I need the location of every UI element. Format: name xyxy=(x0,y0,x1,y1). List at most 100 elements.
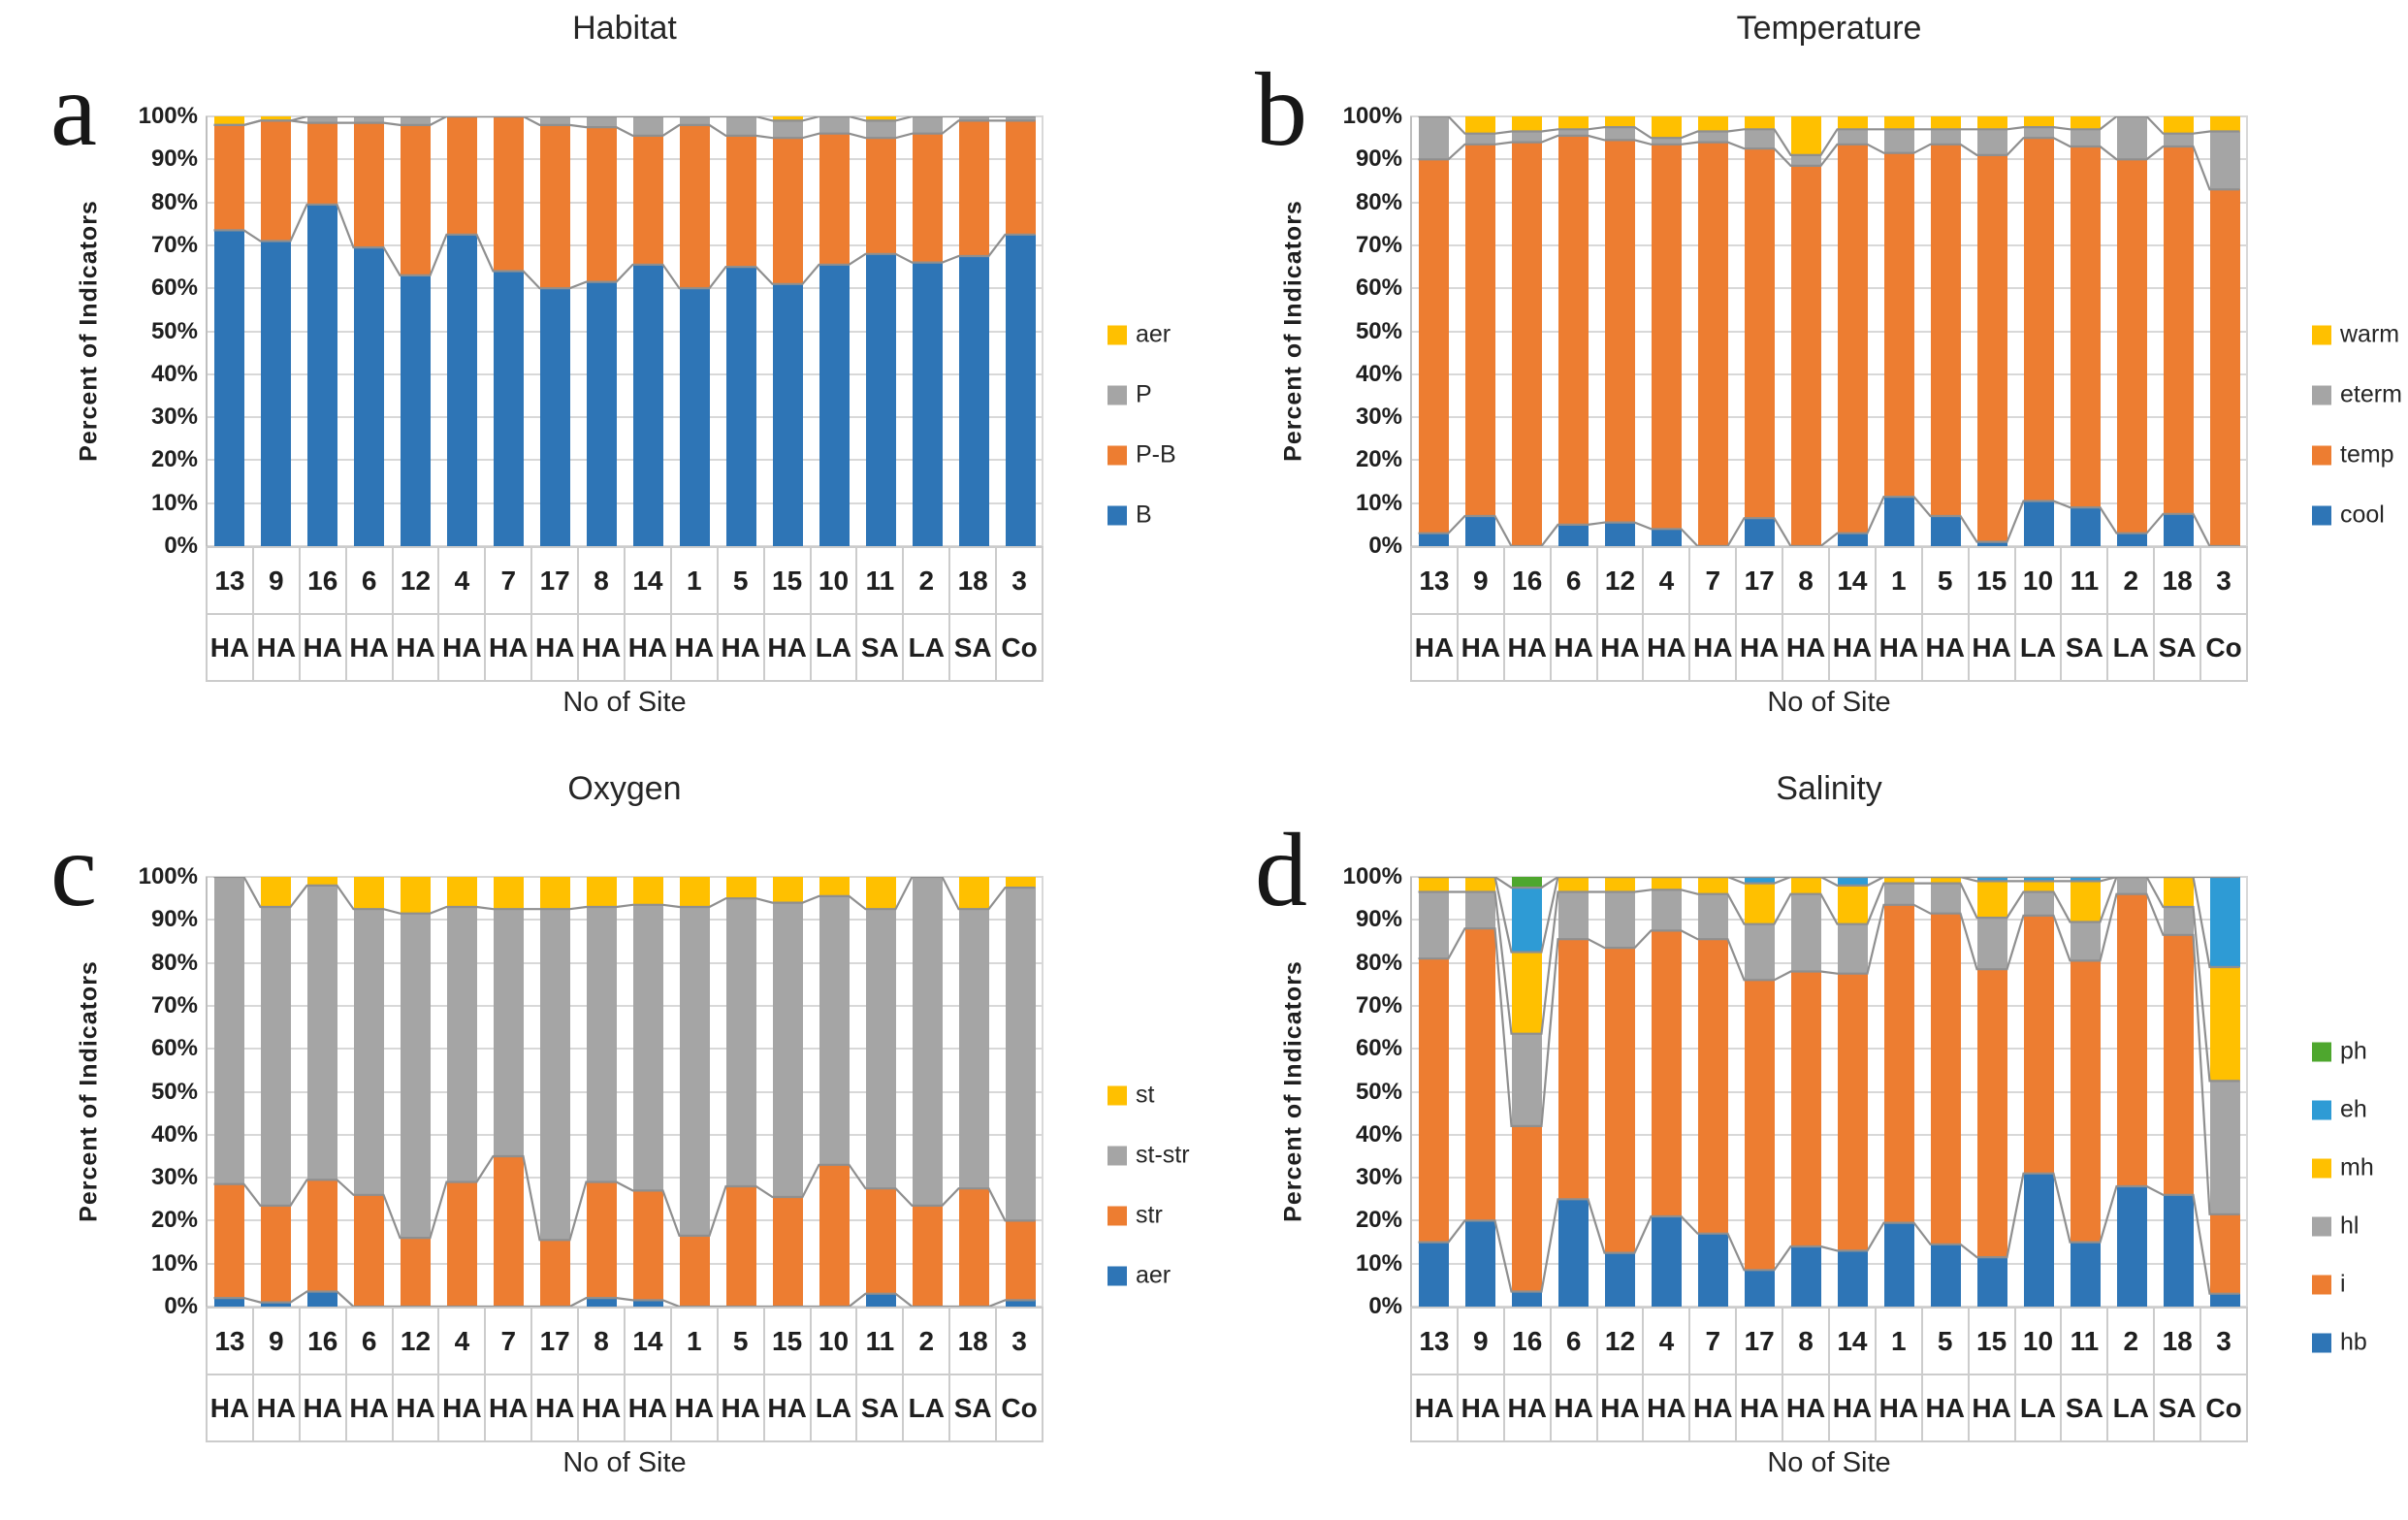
site-number-cell: 7 xyxy=(486,548,533,615)
bar-segment-P xyxy=(400,116,431,125)
chart-title: Oxygen xyxy=(567,770,682,807)
bar-segment-hb xyxy=(1651,1215,1682,1307)
site-type-cell: HA xyxy=(346,1375,394,1442)
bar-segment-warm xyxy=(1651,116,1682,139)
bar-segment-str xyxy=(865,1188,896,1294)
y-tick-label: 0% xyxy=(164,533,198,559)
site-type-cell: HA xyxy=(253,615,301,682)
bar-segment-aer xyxy=(865,116,896,121)
site-number-cell: 14 xyxy=(1830,1309,1877,1375)
bar-segment-temp xyxy=(1557,135,1589,525)
y-tick-label: 0% xyxy=(1368,1293,1402,1319)
legend-label: eterm xyxy=(2340,380,2402,408)
bar-segment-st-str xyxy=(772,902,803,1198)
bar-segment-hb xyxy=(1976,1257,2007,1307)
bar-segment-st xyxy=(1005,877,1036,889)
bar-segment-aer xyxy=(213,1298,244,1307)
bar-segment-mh xyxy=(1837,885,1868,924)
site-number-cell: 11 xyxy=(2062,548,2109,615)
legend-swatch-warm xyxy=(2312,325,2331,344)
legend-label: aer xyxy=(1136,320,1172,348)
bar-segment-str xyxy=(539,1240,570,1307)
site-type-cell: LA xyxy=(811,1375,858,1442)
legend-entry-cool: cool xyxy=(2312,501,2385,530)
plot-area xyxy=(1410,876,2248,1308)
site-number-cell: 13 xyxy=(1412,548,1459,615)
bar-segment-eterm xyxy=(1557,129,1589,136)
panel-a-habitat: a Habitat Percent of Indicators 13 9 16 6 12… xyxy=(0,0,1204,760)
site-number-cell: 2 xyxy=(904,548,951,615)
bar-segment-eterm xyxy=(1464,133,1495,145)
site-type-cell: HA xyxy=(439,1375,487,1442)
gridline xyxy=(1410,330,2248,333)
y-tick-label: 10% xyxy=(1355,1249,1402,1277)
legend-swatch-st xyxy=(1108,1085,1127,1105)
bar-segment-eh xyxy=(1744,877,1775,884)
legend-entry-B: B xyxy=(1108,501,1152,530)
bar-segment-str xyxy=(679,1235,710,1307)
site-number-cell: 11 xyxy=(857,548,905,615)
legend-label: eh xyxy=(2340,1095,2367,1123)
site-number-cell: 1 xyxy=(1876,1309,1923,1375)
y-tick-label: 100% xyxy=(138,863,198,889)
bar-segment-P xyxy=(632,116,663,136)
legend-entry-st: st xyxy=(1108,1082,1154,1110)
bar-segment-warm xyxy=(2209,116,2240,132)
bar-segment-st-str xyxy=(260,907,291,1206)
bar-segment-P-B xyxy=(958,120,989,256)
site-type-cell: HA xyxy=(208,615,254,682)
bar-segment-mh xyxy=(1744,883,1775,924)
site-number-cell: 6 xyxy=(346,1309,394,1375)
bar-segment-hl xyxy=(1418,891,1449,959)
axis-line xyxy=(2246,116,2248,546)
bar-segment-hl xyxy=(1697,893,1728,940)
plot-area xyxy=(206,876,1043,1308)
site-number-cell: 6 xyxy=(1551,1309,1598,1375)
bar-segment-i xyxy=(1790,971,1821,1246)
bar-segment-mh xyxy=(2209,967,2240,1082)
site-number-cell: 3 xyxy=(2201,548,2248,615)
y-tick-label: 0% xyxy=(1368,533,1402,559)
bar-segment-P-B xyxy=(260,120,291,242)
site-type-cell: HA xyxy=(1458,615,1505,682)
legend-swatch-aer xyxy=(1108,325,1127,344)
site-number-cell: 18 xyxy=(2155,1309,2202,1375)
x-axis-table: 13 9 16 6 12 4 7 17 8 14 1 5 15 10 11 2 18 3 HA HA HA HA HA HA H… xyxy=(1410,546,2248,682)
bar-segment-B xyxy=(1005,234,1036,546)
y-tick-label: 10% xyxy=(1355,489,1402,516)
gridline xyxy=(206,1262,1043,1265)
legend-entry-aer: aer xyxy=(1108,1262,1171,1290)
bar-segment-P-B xyxy=(725,135,756,268)
bar-segment-hb xyxy=(1790,1245,1821,1307)
site-type-cell: HA xyxy=(626,615,672,682)
legend-entry-ph: ph xyxy=(2312,1038,2367,1066)
bar-segment-eterm xyxy=(1744,129,1775,149)
x-axis-title: No of Site xyxy=(562,1447,687,1478)
site-type-cell: HA xyxy=(486,1375,533,1442)
site-number-cell: 14 xyxy=(626,1309,672,1375)
panel-letter: b xyxy=(1255,52,1307,168)
bar-segment-P-B xyxy=(539,124,570,289)
axis-line xyxy=(1410,877,1412,1307)
bar-segment-str xyxy=(260,1205,291,1303)
site-type-cell: HA xyxy=(1969,615,2016,682)
bar-segment-hl xyxy=(1837,923,1868,974)
legend-entry-st-str: st-str xyxy=(1108,1142,1190,1170)
bar-segment-st-str xyxy=(400,913,431,1239)
legend-swatch-eterm xyxy=(2312,385,2331,404)
bar-segment-hl xyxy=(2023,891,2054,916)
site-type-cell: Co xyxy=(997,615,1043,682)
site-number-cell: 3 xyxy=(2201,1309,2248,1375)
y-tick-label: 80% xyxy=(150,949,198,976)
site-type-cell: HA xyxy=(764,1375,812,1442)
bar-segment-temp xyxy=(2209,189,2240,546)
bar-segment-temp xyxy=(1976,154,2007,542)
site-type-cell: SA xyxy=(950,615,998,682)
bar-segment-mh xyxy=(1697,877,1728,894)
axis-line xyxy=(1042,116,1043,546)
bar-segment-P xyxy=(353,116,384,123)
bar-segment-aer xyxy=(632,1300,663,1307)
site-type-cell: LA xyxy=(811,615,858,682)
site-number-cell: 5 xyxy=(718,548,765,615)
site-type-cell: HA xyxy=(579,615,626,682)
